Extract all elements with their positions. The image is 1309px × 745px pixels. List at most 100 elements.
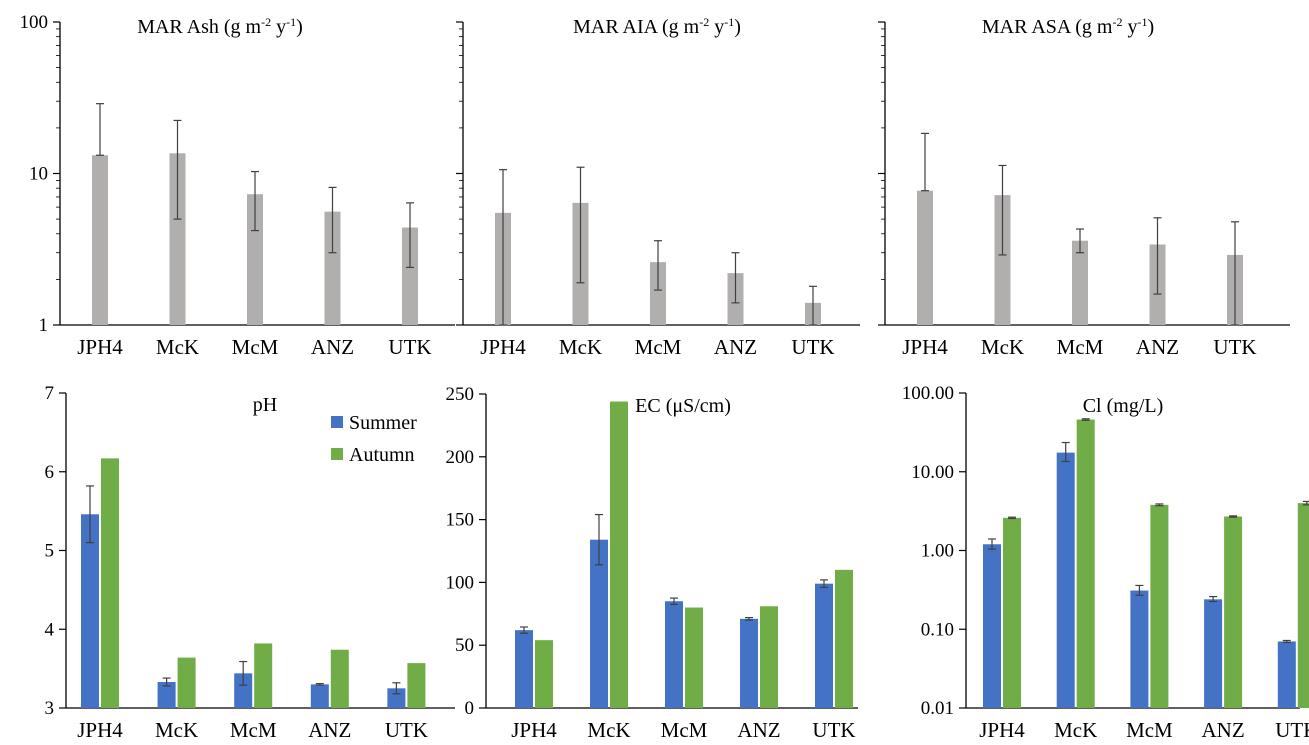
panel-title: MAR Ash (g m-2 y-1) (137, 15, 303, 38)
y-tick-label: 1 (39, 315, 49, 336)
y-tick-label: 50 (455, 635, 474, 656)
x-tick-label: UTK (812, 718, 855, 742)
legend-label-autumn: Autumn (349, 444, 415, 466)
legend-swatch-autumn (331, 448, 343, 460)
bar-value-mck (169, 153, 186, 325)
bar-summer-jph4 (81, 514, 99, 708)
bar-value-mcm (1072, 240, 1088, 325)
x-tick-label: JPH4 (77, 718, 123, 742)
bar-summer-mcm (1130, 590, 1149, 708)
x-tick-label: UTK (388, 335, 431, 359)
bar-autumn-jph4 (535, 640, 553, 708)
x-tick-label: McK (1054, 718, 1097, 742)
panel-title: pH (253, 394, 277, 416)
bar-value-jph4 (92, 155, 108, 325)
x-tick-label: McM (230, 718, 277, 742)
y-tick-label: 150 (446, 510, 475, 531)
y-tick-label: 7 (45, 383, 55, 404)
x-tick-label: McM (635, 335, 682, 359)
x-tick-label: McK (156, 335, 199, 359)
bar-value-mcm (247, 194, 263, 325)
bar-autumn-utk (407, 663, 426, 708)
x-tick-label: McK (559, 335, 602, 359)
x-tick-label: JPH4 (902, 335, 948, 359)
y-tick-label: 0 (465, 698, 475, 719)
bar-autumn-jph4 (101, 458, 119, 708)
x-tick-label: ANZ (737, 718, 780, 742)
x-tick-label: ANZ (1136, 335, 1179, 359)
panel-mar-asa: MAR ASA (g m-2 y-1) JPH4 McK McM ANZ UTK (878, 15, 1290, 359)
bar-summer-jph4 (983, 544, 1001, 708)
y-tick-label: 10 (29, 164, 48, 185)
bar-value-mck (994, 195, 1011, 325)
panel-title: MAR AIA (g m-2 y-1) (573, 15, 741, 38)
y-tick-label: 10.00 (911, 462, 954, 483)
x-tick-label: McK (587, 718, 630, 742)
y-tick-label: 0.01 (921, 698, 954, 719)
bar-autumn-mck (610, 401, 628, 708)
x-tick-label: JPH4 (511, 718, 557, 742)
bar-autumn-anz (760, 606, 778, 708)
bar-value-anz (324, 211, 341, 325)
bar-summer-mck (1056, 452, 1075, 708)
bar-summer-mck (157, 682, 176, 708)
x-tick-label: UTK (1213, 335, 1256, 359)
x-tick-label: McM (232, 335, 279, 359)
y-tick-label: 100.00 (902, 383, 954, 404)
x-tick-label: McM (1126, 718, 1173, 742)
bar-autumn-mcm (254, 643, 273, 708)
bar-summer-mcm (665, 601, 683, 708)
bar-summer-anz (1204, 599, 1223, 708)
bar-summer-utk (387, 688, 406, 708)
y-tick-label: 100 (446, 572, 475, 593)
bar-autumn-mcm (1150, 504, 1169, 708)
x-tick-label: JPH4 (979, 718, 1025, 742)
y-tick-label: 0.10 (921, 619, 954, 640)
legend-swatch-summer (331, 416, 343, 428)
bar-autumn-mck (177, 657, 196, 708)
y-tick-label: 1.00 (921, 541, 954, 562)
bar-autumn-utk (1297, 503, 1309, 708)
y-tick-label: 250 (446, 384, 475, 405)
panel-mar-ash: 1 10 100 MAR Ash (g m-2 y-1) JPH4 McK McM ANZ UT… (20, 12, 455, 359)
x-tick-label: JPH4 (480, 335, 526, 359)
x-tick-label: ANZ (311, 335, 354, 359)
panel-title: Cl (mg/L) (1083, 395, 1164, 417)
bar-summer-mcm (234, 673, 253, 708)
x-tick-label: McK (155, 718, 198, 742)
bar-autumn-mcm (685, 607, 703, 708)
panel-mar-aia: MAR AIA (g m-2 y-1) JPH4 McK McM ANZ UTK (456, 15, 860, 359)
bar-summer-mck (590, 539, 608, 708)
x-tick-label: ANZ (714, 335, 757, 359)
x-tick-label: UTK (385, 718, 428, 742)
x-tick-label: UTK (1275, 718, 1309, 742)
x-tick-label: UTK (791, 335, 834, 359)
bar-value-utk (402, 227, 418, 325)
bar-autumn-utk (835, 569, 853, 708)
x-tick-label: McK (981, 335, 1024, 359)
bar-summer-anz (740, 618, 758, 708)
bar-autumn-anz (1224, 516, 1243, 708)
x-tick-label: McM (661, 718, 708, 742)
y-tick-label: 4 (45, 619, 55, 640)
x-tick-label: JPH4 (77, 335, 123, 359)
legend-label-summer: Summer (349, 412, 417, 434)
panel-title: MAR ASA (g m-2 y-1) (982, 15, 1154, 38)
bar-summer-utk (1277, 641, 1296, 708)
bar-value-mcm (650, 262, 666, 325)
panel-title: EC (μS/cm) (635, 395, 731, 417)
panel-ec: 0 50 100 150 200 250 EC (μS/cm) JPH4 McK McM ANZ UT… (446, 384, 858, 742)
x-tick-label: ANZ (308, 718, 351, 742)
y-tick-label: 100 (20, 12, 49, 33)
panel-cl: 0.01 0.10 1.00 10.00 100.00 Cl (mg/L) JPH4 McK M… (902, 383, 1309, 742)
bar-autumn-anz (330, 649, 349, 708)
bar-summer-utk (815, 583, 833, 708)
x-tick-label: McM (1057, 335, 1104, 359)
panel-ph: 3 4 5 6 7 pH JPH4 McK McM ANZ UTK Summer Autumn (45, 383, 455, 742)
bar-autumn-mck (1076, 419, 1095, 708)
y-tick-label: 5 (45, 541, 55, 562)
bar-value-jph4 (917, 190, 933, 325)
bar-summer-jph4 (515, 630, 533, 708)
y-tick-label: 200 (446, 447, 475, 468)
